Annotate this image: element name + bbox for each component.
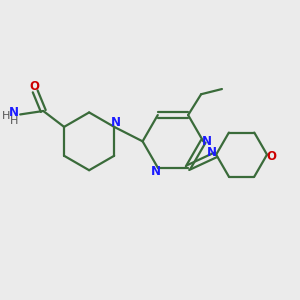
- Text: N: N: [151, 165, 161, 178]
- Text: N: N: [207, 146, 217, 159]
- Text: N: N: [202, 135, 212, 148]
- Text: H: H: [10, 116, 18, 126]
- Text: O: O: [30, 80, 40, 93]
- Text: N: N: [9, 106, 19, 119]
- Text: H: H: [2, 111, 10, 121]
- Text: N: N: [111, 116, 121, 129]
- Text: O: O: [266, 149, 276, 163]
